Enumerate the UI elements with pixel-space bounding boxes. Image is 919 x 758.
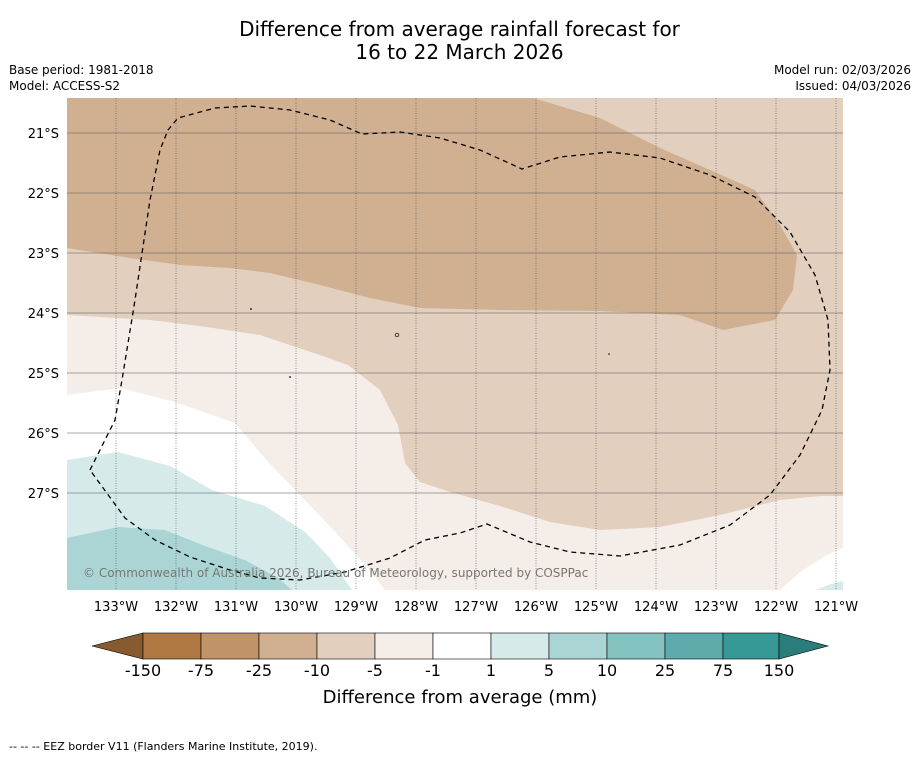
lon-label: 124°W xyxy=(634,600,678,615)
rainfall-anomaly-fields xyxy=(67,98,843,590)
lon-label: 122°W xyxy=(754,600,798,615)
model-run: Model run: 02/03/2026 xyxy=(773,63,911,77)
colorbar-tick-label: 25 xyxy=(655,661,675,680)
model-name: Model: ACCESS-S2 xyxy=(9,79,121,93)
meta-right: Model run: 02/03/2026 Issued: 04/03/2026 xyxy=(774,62,911,94)
colorbar: -150 -75 -25 -10 -5 -1 1 5 10 25 75 150 … xyxy=(91,632,830,708)
longitude-labels: 133°W 132°W 131°W 130°W 129°W 128°W 127°… xyxy=(94,600,858,615)
graticule xyxy=(67,98,843,590)
colorbar-tick-label: -10 xyxy=(304,661,330,680)
lon-label: 133°W xyxy=(94,600,138,615)
island-dot xyxy=(608,353,610,355)
lon-label: 132°W xyxy=(154,600,198,615)
copyright-text: © Commonwealth of Australia 2026, Bureau… xyxy=(83,566,588,580)
lon-label: 130°W xyxy=(274,600,318,615)
base-period: Base period: 1981-2018 xyxy=(9,63,154,77)
issued-date: Issued: 04/03/2026 xyxy=(795,79,911,93)
lon-label: 126°W xyxy=(514,600,558,615)
lat-label: 21°S xyxy=(28,127,59,142)
lon-label: 121°W xyxy=(814,600,858,615)
lat-label: 24°S xyxy=(28,307,59,322)
lat-label: 27°S xyxy=(28,487,59,502)
colorbar-segment xyxy=(432,632,492,660)
field-minus10-to-minus25 xyxy=(67,98,797,330)
lon-label: 127°W xyxy=(454,600,498,615)
lat-label: 22°S xyxy=(28,187,59,202)
colorbar-segment xyxy=(606,632,666,660)
colorbar-segment xyxy=(722,632,780,660)
eez-footnote: -- -- -- EEZ border V11 (Flanders Marine… xyxy=(9,740,318,753)
lon-label: 129°W xyxy=(334,600,378,615)
meta-left: Base period: 1981-2018 Model: ACCESS-S2 xyxy=(9,62,154,94)
colorbar-tick-label: 5 xyxy=(544,661,554,680)
lon-label: 123°W xyxy=(694,600,738,615)
colorbar-tick-label: 75 xyxy=(713,661,733,680)
colorbar-segment xyxy=(258,632,318,660)
colorbar-segment xyxy=(200,632,260,660)
colorbar-segment xyxy=(142,632,202,660)
colorbar-tick-label: 150 xyxy=(764,661,795,680)
colorbar-segment xyxy=(374,632,434,660)
colorbar-tick-label: 1 xyxy=(486,661,496,680)
island-dot xyxy=(289,376,291,378)
lat-label: 25°S xyxy=(28,367,59,382)
colorbar-left-arrow xyxy=(91,632,144,660)
colorbar-segment xyxy=(490,632,550,660)
map-title: Difference from average rainfall forecas… xyxy=(0,18,919,64)
lon-label: 125°W xyxy=(574,600,618,615)
island-dot xyxy=(250,308,252,310)
field-lower-right-white xyxy=(780,548,843,590)
colorbar-title: Difference from average (mm) xyxy=(323,687,598,708)
colorbar-tick-label: 10 xyxy=(597,661,617,680)
latitude-labels: 21°S 22°S 23°S 24°S 25°S 26°S 27°S xyxy=(28,127,59,502)
island-dot xyxy=(394,332,400,338)
lon-label: 128°W xyxy=(394,600,438,615)
field-plus5-to-plus10 xyxy=(67,527,292,590)
colorbar-tick-label: -150 xyxy=(125,661,161,680)
colorbar-tick-label: -5 xyxy=(367,661,383,680)
colorbar-tick-label: -25 xyxy=(246,661,272,680)
lat-label: 23°S xyxy=(28,247,59,262)
title-line-1: Difference from average rainfall forecas… xyxy=(239,17,680,41)
colorbar-right-arrow xyxy=(778,632,830,660)
colorbar-tick-label: -1 xyxy=(425,661,441,680)
title-line-2: 16 to 22 March 2026 xyxy=(355,40,564,64)
colorbar-tick-label: -75 xyxy=(188,661,214,680)
colorbar-segment xyxy=(316,632,376,660)
lon-label: 131°W xyxy=(214,600,258,615)
colorbar-segment xyxy=(548,632,608,660)
lat-label: 26°S xyxy=(28,427,59,442)
colorbar-segment xyxy=(664,632,724,660)
